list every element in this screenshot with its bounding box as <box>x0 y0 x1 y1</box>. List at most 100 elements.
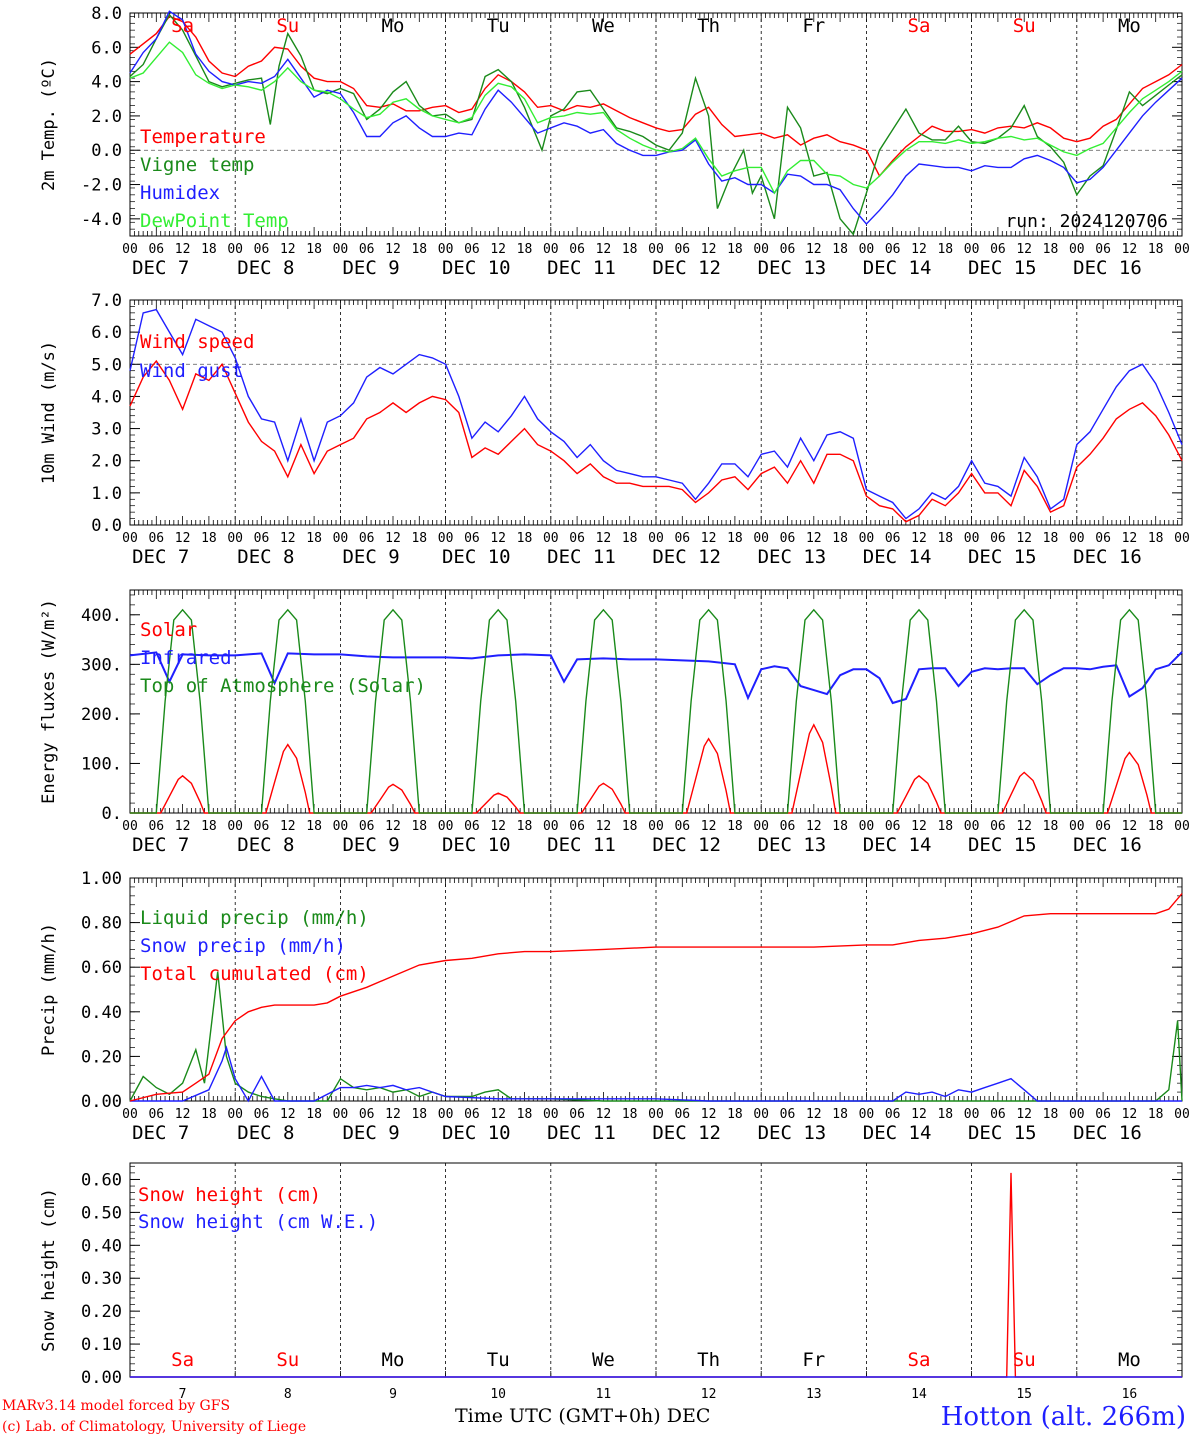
series-line <box>129 308 1183 520</box>
hour-tick-label: 06 <box>148 242 164 257</box>
hour-tick-label: 00 <box>333 819 349 834</box>
hour-tick-label: 00 <box>753 819 769 834</box>
credit-lab: (c) Lab. of Climatology, University of L… <box>2 1419 307 1435</box>
hour-tick-label: 18 <box>727 1107 743 1122</box>
day-number-label: 13 <box>806 1387 822 1402</box>
hour-tick-label: 18 <box>517 242 533 257</box>
weekday-label: Su <box>1013 15 1036 37</box>
legend-entry: Wind speed <box>140 331 254 353</box>
hour-tick-label: 18 <box>517 531 533 546</box>
hour-tick-label: 12 <box>280 531 296 546</box>
y-tick-label: 3.0 <box>91 420 122 440</box>
y-axis-label: Snow height (cm) <box>39 1188 59 1352</box>
hour-tick-label: 00 <box>438 819 454 834</box>
hour-tick-label: 00 <box>859 531 875 546</box>
panel-2 <box>129 299 1183 526</box>
day-number-label: 12 <box>701 1387 717 1402</box>
hour-tick-label: 12 <box>911 531 927 546</box>
hour-tick-label: 06 <box>885 242 901 257</box>
date-label: DEC 7 <box>132 1122 189 1144</box>
weekday-label: Sa <box>908 1349 931 1371</box>
date-label: DEC 10 <box>442 834 511 856</box>
legend-entry: Humidex <box>140 182 220 204</box>
day-number-label: 7 <box>179 1387 187 1402</box>
y-axis-label: 10m Wind (m/s) <box>39 341 59 484</box>
hour-tick-label: 18 <box>1043 242 1059 257</box>
y-tick-label: 0.50 <box>81 1203 122 1223</box>
hour-tick-label: 12 <box>806 531 822 546</box>
date-label: DEC 11 <box>547 1122 616 1144</box>
hour-tick-label: 18 <box>1148 1107 1164 1122</box>
series-line <box>129 893 1183 1102</box>
legend-entry: Vigne temp <box>140 154 254 176</box>
hour-tick-label: 06 <box>254 819 270 834</box>
series-line <box>129 41 1183 195</box>
date-label: DEC 11 <box>547 834 616 856</box>
legend-entry: Wind gust <box>140 360 243 382</box>
date-label: DEC 14 <box>863 546 932 568</box>
hour-tick-label: 00 <box>543 242 559 257</box>
y-tick-label: 400. <box>81 606 122 626</box>
hour-tick-label: 12 <box>1016 1107 1032 1122</box>
hour-tick-label: 00 <box>1069 242 1085 257</box>
day-number-label: 16 <box>1122 1387 1138 1402</box>
hour-tick-label: 12 <box>490 819 506 834</box>
y-tick-label: -2.0 <box>81 176 122 196</box>
y-axis-label: 2m Temp. (ºC) <box>39 58 59 191</box>
hour-tick-label: 06 <box>569 242 585 257</box>
hour-tick-label: 18 <box>937 819 953 834</box>
hour-tick-label: 00 <box>227 242 243 257</box>
hour-tick-label: 18 <box>622 1107 638 1122</box>
hour-tick-label: 06 <box>674 1107 690 1122</box>
hour-tick-label: 00 <box>227 1107 243 1122</box>
y-tick-label: 0.00 <box>81 1092 122 1112</box>
y-tick-label: 300. <box>81 655 122 675</box>
hour-tick-label: 18 <box>1148 242 1164 257</box>
hour-tick-label: 18 <box>937 531 953 546</box>
day-number-label: 11 <box>596 1387 612 1402</box>
hour-tick-label: 06 <box>464 242 480 257</box>
hour-tick-label: 18 <box>201 242 217 257</box>
hour-tick-label: 12 <box>701 242 717 257</box>
hour-tick-label: 18 <box>1148 531 1164 546</box>
weekday-label: Fr <box>802 1349 825 1371</box>
hour-tick-label: 00 <box>753 531 769 546</box>
hour-tick-label: 00 <box>1069 1107 1085 1122</box>
hour-tick-label: 00 <box>227 819 243 834</box>
hour-tick-label: 00 <box>859 819 875 834</box>
date-label: DEC 7 <box>132 546 189 568</box>
y-tick-label: 100. <box>81 754 122 774</box>
hour-tick-label: 12 <box>175 819 191 834</box>
weekday-label: Su <box>276 1349 299 1371</box>
hour-tick-label: 18 <box>517 1107 533 1122</box>
y-tick-label: 1.00 <box>81 869 122 889</box>
day-number-label: 15 <box>1016 1387 1032 1402</box>
hour-tick-label: 06 <box>359 242 375 257</box>
hour-tick-label: 12 <box>1122 819 1138 834</box>
date-label: DEC 14 <box>863 834 932 856</box>
hour-tick-label: 06 <box>254 1107 270 1122</box>
hour-tick-label: 12 <box>490 242 506 257</box>
date-label: DEC 7 <box>132 834 189 856</box>
hour-tick-label: 18 <box>727 819 743 834</box>
hour-tick-label: 00 <box>333 242 349 257</box>
weekday-label: Mo <box>382 15 405 37</box>
hour-tick-label: 18 <box>937 1107 953 1122</box>
hour-tick-label: 12 <box>385 1107 401 1122</box>
y-tick-label: 1.0 <box>91 484 122 504</box>
hour-tick-label: 12 <box>280 1107 296 1122</box>
hour-tick-label: 18 <box>306 531 322 546</box>
hour-tick-label: 18 <box>201 1107 217 1122</box>
hour-tick-label: 00 <box>227 531 243 546</box>
hour-tick-label: 12 <box>701 1107 717 1122</box>
hour-tick-label: 00 <box>122 819 138 834</box>
date-label: DEC 14 <box>863 1122 932 1144</box>
panel-5 <box>129 1162 1183 1378</box>
hour-tick-label: 06 <box>1095 1107 1111 1122</box>
credit-model: MARv3.14 model forced by GFS <box>2 1398 231 1414</box>
hour-tick-label: 18 <box>1148 819 1164 834</box>
hour-tick-label: 00 <box>1069 819 1085 834</box>
weekday-label: Sa <box>171 15 194 37</box>
hour-tick-label: 18 <box>937 242 953 257</box>
day-number-label: 10 <box>490 1387 506 1402</box>
